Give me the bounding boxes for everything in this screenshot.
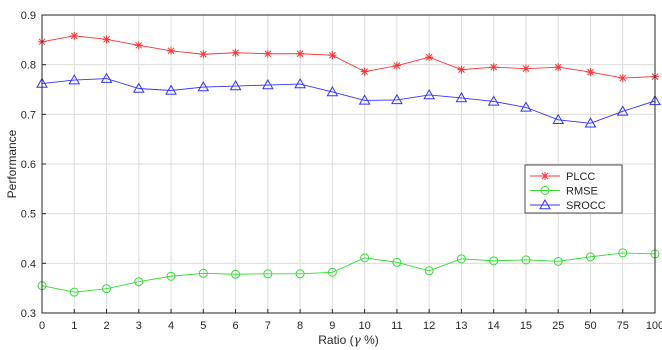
x-tick-label: 75 (617, 320, 629, 332)
legend: PLCC RMSE SROCC (524, 164, 623, 214)
plcc-point (102, 35, 111, 44)
x-tick-label: 7 (265, 320, 271, 332)
srocc-point (100, 72, 113, 83)
x-tick-label: 8 (297, 320, 303, 332)
plcc-point (586, 68, 595, 77)
rmse-point (424, 266, 434, 276)
plcc-point (457, 65, 466, 74)
plcc-point (231, 48, 240, 57)
srocc-point (487, 95, 500, 106)
rmse-point (166, 271, 176, 281)
rmse-point (489, 256, 499, 266)
rmse-point (134, 277, 144, 287)
srocc-point (132, 82, 145, 93)
tick-layer: 0 1 2 3 4 5 6 7 8 9 10 11 12 13 14 15 25 50 75 1000.30.40.5… (21, 10, 662, 332)
srocc-point (455, 91, 468, 103)
x-tick-label: 11 (391, 320, 402, 332)
plcc-point (425, 53, 434, 62)
plcc-point (70, 31, 79, 40)
rmse-point (327, 267, 337, 277)
y-tick-label: 0.6 (21, 159, 36, 171)
rmse-point (456, 254, 466, 264)
x-tick-label: 0 (39, 320, 45, 332)
rmse-point (198, 268, 208, 278)
plcc-point (392, 61, 401, 70)
legend-rmse-marker (540, 186, 550, 195)
plcc-point (360, 67, 369, 76)
rmse-point (392, 257, 402, 267)
rmse-point (263, 269, 273, 279)
y-tick-label: 0.9 (21, 10, 36, 22)
rmse-point (295, 269, 305, 279)
srocc-point (358, 94, 371, 105)
rmse-point (102, 284, 112, 294)
x-tick-label: 13 (455, 320, 467, 332)
x-tick-label: 2 (103, 320, 109, 332)
plcc-point (167, 46, 176, 55)
x-tick-label: 6 (233, 320, 239, 332)
srocc-point (261, 79, 274, 90)
plcc-point (296, 49, 305, 58)
plcc-point (554, 63, 563, 72)
srocc-point (68, 74, 81, 85)
plcc-point (521, 64, 530, 73)
rmse-point (553, 256, 563, 266)
srocc-point (229, 80, 242, 91)
rmse-point (69, 287, 79, 297)
rmse-point (585, 252, 595, 262)
rmse-line (41, 252, 656, 293)
x-tick-label: 25 (552, 320, 564, 332)
plcc-point (489, 63, 498, 72)
srocc-point (197, 81, 210, 92)
srocc-point (584, 117, 597, 128)
plcc-point (263, 49, 272, 58)
x-tick-label: 1 (71, 320, 77, 332)
y-tick-label: 0.5 (21, 209, 36, 221)
rmse-point (618, 248, 628, 258)
plcc-point (328, 51, 337, 60)
plcc-point (199, 50, 208, 59)
legend-rmse-label: RMSE (566, 186, 598, 198)
x-tick-label: 9 (329, 320, 335, 332)
x-tick-label: 4 (168, 320, 174, 332)
rmse-point (521, 255, 531, 265)
y-axis-label: Performance (5, 129, 19, 198)
y-tick-label: 0.7 (21, 109, 36, 121)
legend-srocc-marker (539, 198, 551, 210)
srocc-point (326, 85, 339, 97)
srocc-line (41, 78, 656, 124)
srocc-point (294, 78, 306, 89)
srocc-point (391, 93, 403, 105)
x-tick-label: 10 (359, 320, 371, 332)
y-tick-label: 0.8 (21, 60, 36, 72)
x-tick-label: 3 (136, 320, 142, 332)
x-tick-label: 5 (200, 320, 206, 332)
srocc-point (552, 113, 565, 125)
srocc-point (165, 84, 177, 95)
x-tick-label: 12 (423, 320, 435, 332)
srocc-point (616, 105, 629, 116)
rmse-point (360, 253, 370, 263)
plcc-line (41, 35, 656, 79)
legend-plcc-marker (541, 172, 549, 180)
plcc-point (134, 41, 143, 50)
legend-plcc-label: PLCC (566, 171, 595, 183)
legend-srocc-label: SROCC (566, 200, 606, 212)
y-tick-label: 0.3 (21, 308, 36, 320)
plcc-point (618, 74, 627, 83)
y-tick-label: 0.4 (21, 258, 36, 270)
x-tick-label: 15 (520, 320, 532, 332)
x-tick-label: 50 (584, 320, 596, 332)
x-tick-label: 14 (488, 320, 500, 332)
legend-entries: PLCC RMSE SROCC (530, 171, 606, 212)
x-axis-label: Ratio (γ %) (318, 333, 379, 347)
rmse-point (231, 269, 241, 279)
x-tick-label: 100 (646, 320, 662, 332)
srocc-point (520, 101, 532, 112)
series-layer (36, 31, 661, 297)
srocc-point (423, 88, 436, 100)
